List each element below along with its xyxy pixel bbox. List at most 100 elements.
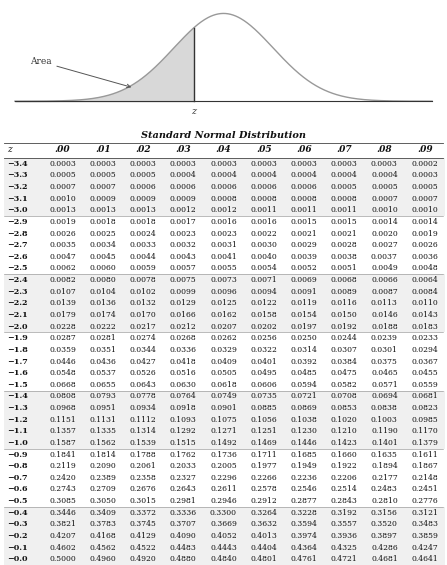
Text: 0.0068: 0.0068 (331, 276, 358, 284)
Text: 0.3520: 0.3520 (371, 520, 398, 528)
Bar (4, 158, 445, 170)
Text: −1.2: −1.2 (7, 416, 27, 424)
Text: −0.9: −0.9 (7, 450, 27, 459)
Text: 0.0409: 0.0409 (210, 358, 237, 366)
Text: 0.0049: 0.0049 (371, 264, 398, 272)
Text: 0.0004: 0.0004 (210, 171, 237, 180)
Text: 0.0694: 0.0694 (371, 392, 398, 401)
Text: 0.0002: 0.0002 (411, 160, 438, 168)
Text: 0.3085: 0.3085 (49, 497, 76, 505)
Text: 0.4562: 0.4562 (89, 544, 116, 551)
Text: 0.0082: 0.0082 (49, 276, 76, 284)
Bar (4, 344, 445, 356)
Text: 0.1611: 0.1611 (411, 450, 438, 459)
Text: 0.0823: 0.0823 (411, 404, 438, 412)
Text: 0.1736: 0.1736 (210, 450, 237, 459)
Text: 0.0294: 0.0294 (411, 346, 438, 354)
Text: 0.0003: 0.0003 (89, 160, 116, 168)
Text: 0.4168: 0.4168 (89, 532, 116, 540)
Text: 0.2912: 0.2912 (250, 497, 277, 505)
Text: 0.2389: 0.2389 (89, 474, 116, 482)
Text: 0.0073: 0.0073 (210, 276, 237, 284)
Bar (4, 321, 445, 332)
Text: 0.0020: 0.0020 (371, 229, 398, 238)
Text: 0.4052: 0.4052 (210, 532, 237, 540)
Text: 0.2643: 0.2643 (170, 485, 197, 493)
Text: 0.0885: 0.0885 (250, 404, 277, 412)
Text: 0.0064: 0.0064 (411, 276, 438, 284)
Text: 0.0051: 0.0051 (331, 264, 358, 272)
Text: 0.3897: 0.3897 (371, 532, 398, 540)
Text: 0.0179: 0.0179 (49, 311, 76, 319)
Bar (4, 367, 445, 379)
Text: −3.3: −3.3 (7, 171, 27, 180)
Text: .08: .08 (377, 146, 392, 154)
Text: 0.0537: 0.0537 (89, 369, 116, 377)
Text: 0.0446: 0.0446 (49, 358, 76, 366)
Text: 0.0559: 0.0559 (411, 381, 438, 389)
Text: 0.0122: 0.0122 (250, 299, 277, 307)
Text: 0.2843: 0.2843 (331, 497, 358, 505)
Text: 0.0222: 0.0222 (89, 323, 116, 331)
Text: .07: .07 (337, 146, 352, 154)
Bar (4, 437, 445, 449)
Text: 0.1446: 0.1446 (291, 439, 317, 447)
Text: Standard Normal Distribution: Standard Normal Distribution (141, 131, 306, 140)
Text: 0.0630: 0.0630 (170, 381, 197, 389)
Text: 0.3821: 0.3821 (49, 520, 76, 528)
Text: 0.3336: 0.3336 (170, 508, 197, 516)
Text: 0.0031: 0.0031 (210, 241, 237, 249)
Text: 0.0008: 0.0008 (291, 195, 317, 203)
Text: 0.3050: 0.3050 (89, 497, 116, 505)
Text: 0.0099: 0.0099 (170, 288, 197, 295)
Text: 0.0003: 0.0003 (49, 160, 76, 168)
Text: 0.0475: 0.0475 (331, 369, 358, 377)
Text: 0.0125: 0.0125 (210, 299, 237, 307)
Text: 0.0119: 0.0119 (291, 299, 317, 307)
Text: 0.0091: 0.0091 (291, 288, 317, 295)
Text: 0.0192: 0.0192 (331, 323, 358, 331)
Text: 0.0011: 0.0011 (331, 206, 358, 214)
Text: 0.0104: 0.0104 (89, 288, 116, 295)
Text: 0.0012: 0.0012 (210, 206, 237, 214)
Text: 0.0015: 0.0015 (291, 218, 317, 226)
Bar (4, 170, 445, 181)
Bar (4, 484, 445, 496)
Text: −0.8: −0.8 (7, 462, 27, 470)
Text: 0.3300: 0.3300 (210, 508, 237, 516)
Text: 0.0606: 0.0606 (250, 381, 277, 389)
Text: 0.0681: 0.0681 (411, 392, 438, 401)
Text: −0.5: −0.5 (7, 497, 27, 505)
Text: −3.0: −3.0 (7, 206, 27, 214)
Text: 0.0096: 0.0096 (210, 288, 237, 295)
Text: −0.0: −0.0 (7, 555, 27, 563)
Text: 0.0401: 0.0401 (250, 358, 277, 366)
Text: 0.0548: 0.0548 (49, 369, 76, 377)
Text: 0.0043: 0.0043 (170, 253, 197, 261)
Bar (0, 142, 447, 158)
Text: 0.1112: 0.1112 (130, 416, 156, 424)
Text: 0.0158: 0.0158 (250, 311, 277, 319)
Text: 0.0655: 0.0655 (89, 381, 116, 389)
Bar (4, 519, 445, 530)
Text: 0.0045: 0.0045 (89, 253, 116, 261)
Text: 0.2296: 0.2296 (210, 474, 237, 482)
Text: 0.0150: 0.0150 (331, 311, 358, 319)
Bar (4, 309, 445, 321)
Text: 0.0166: 0.0166 (170, 311, 197, 319)
Text: 0.0044: 0.0044 (130, 253, 156, 261)
Text: 0.4404: 0.4404 (250, 544, 277, 551)
Text: 0.4013: 0.4013 (250, 532, 277, 540)
Text: −1.8: −1.8 (7, 346, 27, 354)
Text: −2.2: −2.2 (7, 299, 27, 307)
Bar (4, 542, 445, 553)
Text: 0.0029: 0.0029 (291, 241, 317, 249)
Text: 0.0256: 0.0256 (250, 334, 277, 342)
Text: 0.2061: 0.2061 (130, 462, 156, 470)
Text: 0.1562: 0.1562 (89, 439, 116, 447)
Text: 0.1423: 0.1423 (331, 439, 358, 447)
Text: 0.0018: 0.0018 (89, 218, 116, 226)
Text: 0.4681: 0.4681 (371, 555, 398, 563)
Text: 0.0013: 0.0013 (49, 206, 76, 214)
Text: 0.0009: 0.0009 (89, 195, 116, 203)
